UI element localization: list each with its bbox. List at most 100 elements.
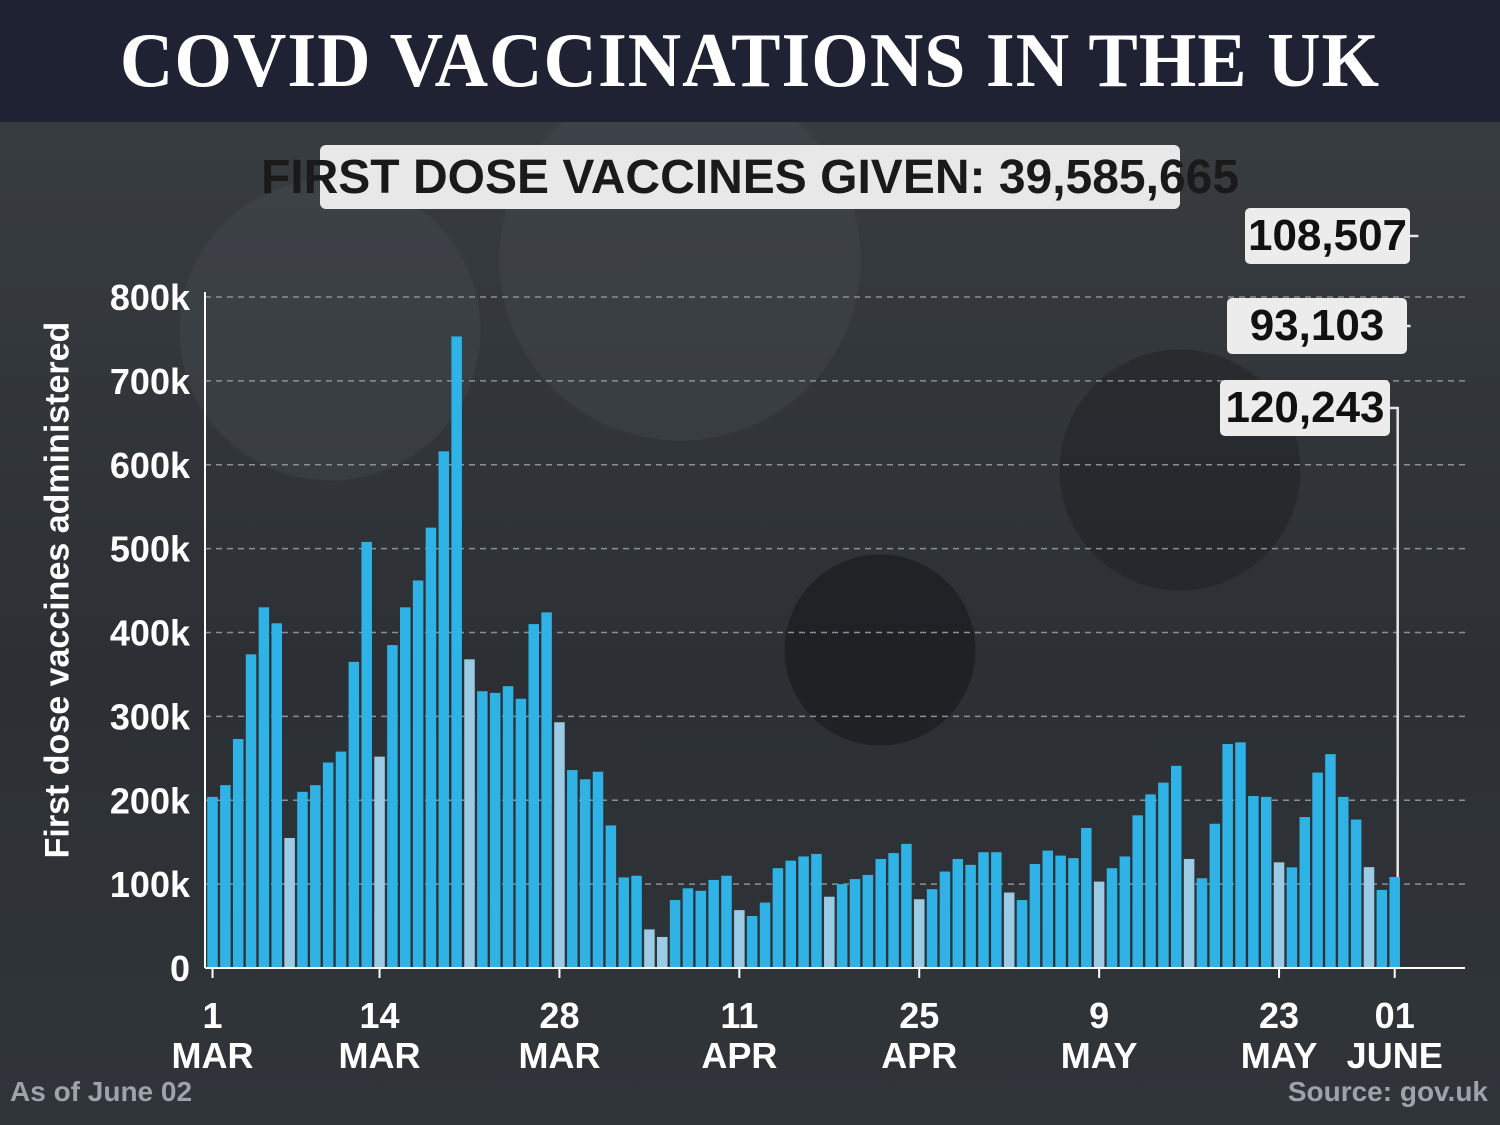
bar [1376, 889, 1388, 968]
bar [297, 791, 308, 968]
bar [1299, 817, 1310, 968]
bar [438, 451, 450, 969]
bar [1055, 855, 1066, 968]
bar [258, 607, 270, 968]
bar [284, 837, 295, 968]
bar [361, 541, 372, 968]
bar [721, 875, 732, 968]
bar [374, 756, 385, 968]
bar [618, 877, 629, 968]
bar [1171, 765, 1182, 968]
bar [1042, 850, 1053, 968]
x-tick-label-day: 14 [360, 995, 400, 1036]
callout-leader-line [1390, 406, 1399, 877]
x-tick-label-day: 28 [539, 995, 579, 1036]
as-of-date: As of June 02 [10, 1076, 193, 1107]
bar [901, 843, 912, 968]
bar [554, 722, 565, 968]
bar [978, 852, 989, 968]
bar [1029, 863, 1041, 968]
bar [926, 889, 938, 968]
y-tick-label: 300k [110, 696, 191, 737]
y-tick-label: 800k [110, 277, 191, 318]
bar [965, 864, 976, 968]
bar [245, 654, 257, 968]
bar [207, 796, 218, 968]
y-tick-label: 0 [170, 948, 190, 989]
bar [682, 888, 694, 968]
bar [271, 623, 282, 968]
bar [1209, 823, 1221, 968]
bar [515, 698, 527, 968]
bar [1119, 856, 1131, 968]
bar [708, 879, 719, 968]
bar [412, 580, 424, 968]
bar [387, 645, 398, 968]
bar [400, 607, 411, 968]
bar [1106, 868, 1118, 968]
bar [567, 770, 578, 968]
bar [1132, 815, 1143, 968]
bar [939, 871, 951, 968]
bar [1312, 772, 1323, 968]
total-text: FIRST DOSE VACCINES GIVEN: 39,585,665 [260, 150, 1240, 204]
bar [1196, 878, 1208, 968]
bar [798, 856, 809, 968]
bar [644, 929, 655, 968]
bar [1068, 858, 1079, 968]
x-tick-label-day: 1 [202, 995, 222, 1036]
bar [232, 739, 244, 968]
bar [502, 686, 514, 968]
y-tick-label: 700k [110, 361, 191, 402]
callout-120243: 120,243 [1220, 380, 1390, 436]
bar [605, 825, 617, 968]
bar [1248, 796, 1259, 968]
bar [1235, 742, 1246, 968]
x-tick-label-month: MAY [1061, 1035, 1138, 1076]
bar [695, 890, 707, 968]
x-tick-label-day: 01 [1375, 995, 1415, 1036]
x-tick-label-day: 25 [899, 995, 939, 1036]
bar [1338, 796, 1349, 968]
bar [335, 751, 347, 968]
bar [734, 910, 745, 968]
title-bar: COVID VACCINATIONS IN THE UK [0, 0, 1500, 122]
bar [888, 853, 899, 968]
bar [1093, 881, 1105, 968]
bar [1350, 819, 1362, 968]
y-tick-label: 500k [110, 529, 191, 570]
bar [348, 661, 360, 968]
bar [811, 853, 822, 968]
bar [464, 659, 475, 968]
bar [952, 858, 964, 968]
bar [1003, 892, 1015, 968]
bar [1016, 900, 1028, 968]
bar [592, 771, 604, 968]
bar [875, 858, 886, 968]
bar [1286, 867, 1298, 968]
bar [746, 915, 758, 968]
bar [1081, 827, 1092, 968]
bar [310, 785, 321, 968]
bar [1222, 744, 1233, 968]
bar [579, 779, 591, 968]
y-tick-label: 400k [110, 613, 191, 654]
x-tick-label-day: 9 [1089, 995, 1109, 1036]
callout-93103: 93,103 [1227, 298, 1407, 354]
bar [1158, 782, 1169, 968]
bar [862, 874, 874, 968]
bar [1145, 794, 1156, 968]
bar [849, 879, 861, 968]
x-tick-label-day: 11 [720, 995, 758, 1036]
x-tick-label-month: MAY [1241, 1035, 1318, 1076]
bar [489, 692, 501, 968]
bar [772, 868, 784, 968]
bar [477, 691, 488, 968]
x-tick-label-month: APR [881, 1035, 957, 1076]
bar [914, 899, 925, 968]
x-tick-label-month: MAR [339, 1035, 421, 1076]
bar [541, 612, 552, 968]
bar [836, 884, 848, 968]
bar [1273, 862, 1285, 968]
